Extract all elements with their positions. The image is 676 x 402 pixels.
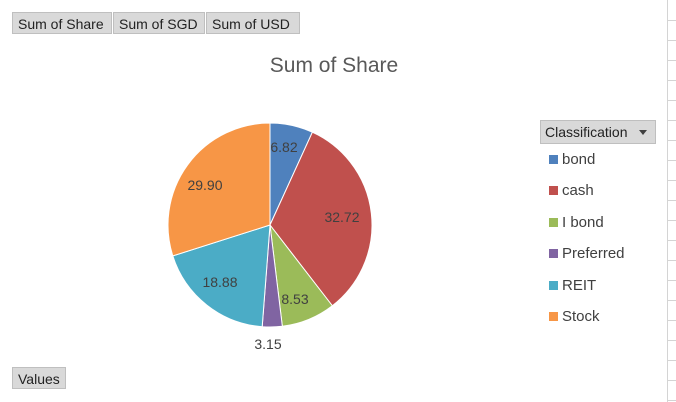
legend-filter-button[interactable]: Classification <box>540 120 656 144</box>
sheet-row-divider <box>668 280 676 281</box>
data-label-i-bond: 8.53 <box>281 291 308 307</box>
sheet-row-divider <box>668 200 676 201</box>
legend-label: bond <box>562 151 596 168</box>
data-label-stock: 29.90 <box>187 177 222 193</box>
sheet-row-divider <box>668 180 676 181</box>
pie-slice-cash[interactable] <box>269 131 373 307</box>
chart-title: Sum of Share <box>269 54 399 77</box>
legend-swatch <box>549 217 558 227</box>
sheet-row-divider <box>668 60 676 61</box>
legend-label: cash <box>562 182 594 200</box>
legend-label: Stock <box>562 308 600 325</box>
legend-header-label: Classification <box>545 124 628 140</box>
sheet-row-divider <box>668 160 676 161</box>
data-label-bond: 6.82 <box>270 139 297 155</box>
sheet-row-divider <box>668 320 676 321</box>
field-button-sum-of-usd[interactable]: Sum of USD <box>206 12 300 34</box>
field-button-sum-of-share[interactable]: Sum of Share <box>12 12 112 34</box>
sheet-row-divider <box>668 360 676 361</box>
sheet-row-divider <box>668 220 676 221</box>
legend-swatch <box>549 186 558 196</box>
sheet-row-divider <box>668 300 676 301</box>
sheet-grid-line <box>667 0 668 402</box>
sheet-row-divider <box>668 140 676 141</box>
legend-swatch <box>549 249 558 259</box>
data-label-reit: 18.88 <box>202 274 237 290</box>
legend-swatch <box>549 312 558 321</box>
sheet-row-divider <box>668 260 676 261</box>
sheet-row-divider <box>668 80 676 81</box>
dropdown-arrow-icon <box>639 130 647 135</box>
legend-label: Preferred <box>562 245 625 263</box>
pie-slice-reit[interactable] <box>172 224 271 328</box>
data-label-cash: 32.72 <box>324 209 359 225</box>
sheet-row-divider <box>668 400 676 401</box>
field-button-sum-of-sgd[interactable]: Sum of SGD <box>113 12 205 34</box>
legend-label: REIT <box>562 276 597 294</box>
sheet-row-divider <box>668 240 676 241</box>
values-button[interactable]: Values <box>12 367 66 389</box>
legend-swatch <box>549 155 558 164</box>
sheet-row-divider <box>668 120 676 121</box>
pie-slice-stock[interactable] <box>167 122 271 257</box>
legend-swatch <box>549 280 558 290</box>
sheet-row-divider <box>668 20 676 21</box>
sheet-row-divider <box>668 100 676 101</box>
sheet-row-divider <box>668 40 676 41</box>
sheet-row-divider <box>668 380 676 381</box>
data-label-preferred: 3.15 <box>254 336 281 352</box>
legend-label: I bond <box>562 213 604 231</box>
sheet-row-divider <box>668 340 676 341</box>
